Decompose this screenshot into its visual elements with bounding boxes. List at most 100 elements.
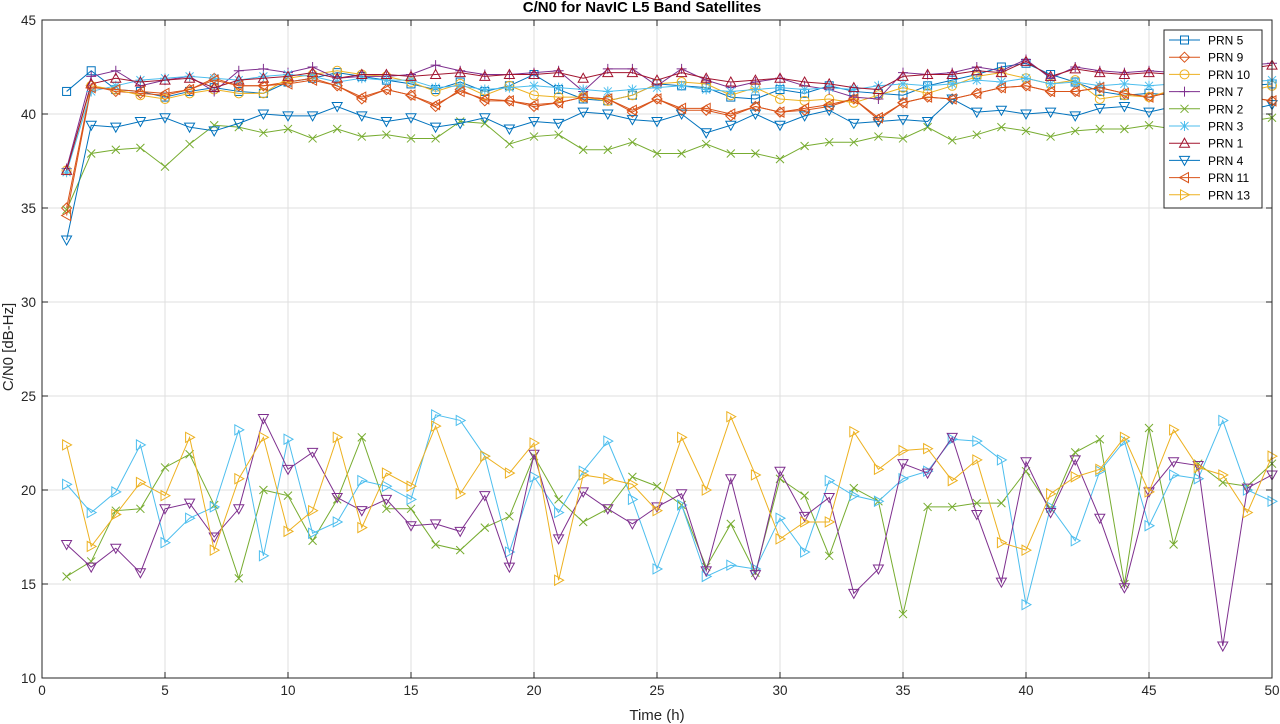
data-point (701, 84, 712, 95)
data-point (480, 450, 491, 463)
data-point (234, 574, 244, 583)
data-point (997, 122, 1006, 132)
data-point (406, 504, 416, 514)
data-point (1070, 77, 1081, 88)
data-point (60, 209, 72, 222)
data-point (1094, 93, 1105, 104)
data-point (283, 525, 295, 538)
data-point (651, 117, 663, 128)
legend-item: PRN 3 (1169, 120, 1244, 134)
y-tick-label: 15 (21, 577, 36, 592)
data-point (577, 487, 590, 498)
data-point (208, 74, 219, 87)
data-point (429, 98, 441, 111)
legend-marker (1180, 104, 1189, 114)
data-point (431, 540, 440, 549)
data-point (1046, 501, 1057, 513)
data-point (1169, 469, 1180, 481)
legend-item: PRN 2 (1169, 102, 1244, 116)
chart-title: C/N0 for NavIC L5 Band Satellites (523, 0, 761, 16)
data-point (578, 469, 590, 481)
data-point (749, 570, 762, 581)
data-point (675, 489, 688, 500)
data-point (898, 134, 908, 143)
data-point (306, 447, 319, 459)
data-point (160, 463, 170, 472)
data-point (601, 504, 614, 515)
data-point (700, 102, 711, 115)
data-point (381, 480, 393, 493)
data-point (1095, 124, 1105, 134)
data-point (505, 139, 514, 149)
data-point (775, 82, 785, 93)
data-point (283, 433, 295, 446)
data-point (677, 499, 688, 511)
data-point (405, 113, 417, 124)
data-point (257, 80, 270, 92)
legend-item: PRN 5 (1169, 34, 1244, 48)
data-point (159, 113, 171, 124)
data-point (62, 205, 71, 215)
data-point (847, 118, 860, 130)
data-point (332, 124, 342, 134)
data-point (798, 511, 811, 523)
data-point (257, 414, 270, 425)
series-prn-13 (62, 410, 1279, 587)
data-point (183, 122, 196, 134)
data-point (700, 566, 713, 577)
data-point (455, 80, 466, 91)
data-point (652, 481, 662, 491)
data-point (1044, 70, 1057, 81)
data-point (382, 130, 391, 140)
data-point (798, 76, 811, 87)
data-point (1094, 80, 1105, 91)
data-point (62, 572, 71, 581)
data-point (185, 431, 196, 444)
data-point (873, 495, 885, 508)
data-point (626, 106, 639, 118)
data-point (552, 534, 565, 545)
data-point (1119, 431, 1131, 444)
legend-marker (1178, 171, 1189, 184)
data-point (258, 71, 269, 82)
data-point (356, 93, 368, 105)
data-point (1069, 85, 1080, 98)
data-point (429, 122, 442, 134)
data-point (921, 468, 934, 480)
data-point (404, 89, 416, 102)
data-point (946, 93, 957, 105)
data-point (652, 149, 662, 158)
data-point (651, 93, 663, 105)
data-point (1020, 55, 1032, 66)
data-point (355, 91, 367, 103)
x-tick-label: 10 (280, 683, 295, 698)
data-point (774, 106, 786, 118)
legend-item: PRN 13 (1169, 188, 1250, 202)
data-point (947, 135, 957, 145)
legend-label: PRN 1 (1208, 137, 1244, 151)
data-point (773, 106, 785, 118)
data-point (997, 498, 1006, 508)
legend-label: PRN 13 (1208, 188, 1250, 202)
data-point (700, 128, 713, 139)
data-point (749, 109, 762, 121)
data-point (1118, 101, 1131, 113)
data-point (970, 64, 983, 76)
data-point (381, 75, 392, 86)
data-point (627, 493, 639, 506)
data-point (1193, 472, 1205, 485)
data-point (749, 74, 762, 85)
data-point (947, 502, 957, 512)
data-point (897, 97, 909, 109)
data-point (970, 509, 983, 521)
data-point (923, 442, 934, 455)
data-point (529, 470, 541, 483)
data-point (1144, 423, 1154, 433)
data-point (183, 72, 196, 83)
legend-label: PRN 10 (1208, 68, 1250, 82)
legend-marker (1178, 137, 1191, 148)
data-point (603, 435, 614, 447)
data-point (60, 164, 73, 175)
data-point (849, 137, 859, 147)
data-point (675, 109, 688, 121)
